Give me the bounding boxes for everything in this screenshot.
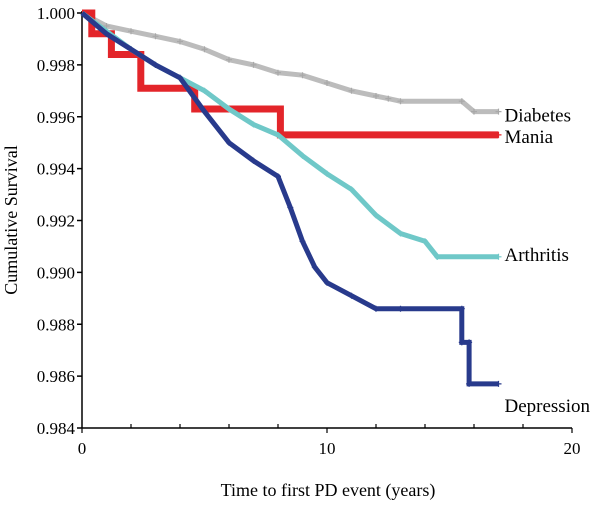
- censor-marker: [397, 230, 404, 237]
- y-tick-label: 0.998: [37, 56, 75, 75]
- y-tick-label: 0.984: [37, 419, 76, 438]
- censor-marker: [311, 264, 318, 271]
- censor-marker: [103, 23, 110, 29]
- y-tick-label: 1.000: [37, 4, 75, 23]
- censor-marker: [495, 108, 502, 115]
- series-layer: [80, 9, 502, 387]
- x-axis-title: Time to first PD event (years): [221, 480, 436, 501]
- censor-marker: [275, 69, 281, 76]
- censor-marker: [250, 121, 257, 128]
- censor-marker: [466, 339, 473, 346]
- censor-marker: [348, 186, 355, 193]
- censor-marker: [422, 238, 428, 245]
- censor-marker: [226, 106, 232, 112]
- censor-marker: [137, 85, 144, 92]
- censor-marker: [201, 108, 208, 115]
- censor-marker: [201, 46, 208, 53]
- censor-marker: [152, 33, 159, 40]
- y-tick-label: 0.994: [37, 160, 76, 179]
- censor-marker: [495, 253, 502, 260]
- y-axis-title: Cumulative Survival: [1, 145, 21, 294]
- series-line-depression: [80, 11, 499, 387]
- y-tick-label: 0.988: [37, 315, 75, 334]
- series-line-mania: [82, 9, 499, 139]
- censor-marker: [397, 98, 404, 105]
- y-tick-label: 0.996: [37, 108, 75, 127]
- censor-marker: [373, 93, 379, 99]
- censor-marker: [373, 305, 379, 312]
- censor-marker: [103, 30, 110, 37]
- censor-marker: [191, 106, 198, 112]
- censor-marker: [385, 95, 392, 102]
- censor-marker: [275, 173, 281, 180]
- x-tick-label: 0: [78, 439, 87, 458]
- censor-marker: [495, 380, 502, 387]
- censor-marker: [348, 87, 355, 94]
- censor-marker: [88, 10, 95, 16]
- censor-marker: [324, 170, 330, 177]
- x-tick-label: 20: [564, 439, 581, 458]
- censor-marker: [275, 131, 281, 138]
- censor-marker: [201, 87, 208, 94]
- x-axis-ticks: 0 10 20: [78, 424, 581, 458]
- series-diabetes: [80, 10, 502, 115]
- censor-marker: [471, 108, 477, 115]
- censor-marker: [458, 305, 465, 312]
- censor-marker: [250, 157, 257, 164]
- censor-marker: [226, 56, 232, 63]
- y-tick-label: 0.992: [37, 212, 75, 231]
- censor-marker: [466, 380, 473, 387]
- censor-marker: [287, 204, 294, 211]
- censor-marker: [458, 339, 465, 346]
- series-depression: [80, 11, 502, 387]
- censor-marker: [226, 139, 232, 146]
- censor-marker: [177, 38, 183, 45]
- series-line-diabetes: [80, 10, 499, 115]
- censor-marker: [128, 28, 134, 35]
- censor-marker: [373, 212, 379, 219]
- legend-label-mania: Mania: [505, 127, 554, 148]
- censor-marker: [495, 131, 502, 138]
- censor-marker: [299, 238, 306, 245]
- censor-marker: [277, 106, 284, 112]
- legend-label-depression: Depression: [505, 396, 591, 417]
- censor-marker: [299, 72, 306, 79]
- censor-marker: [348, 292, 355, 299]
- censor-marker: [152, 61, 159, 68]
- censor-marker: [324, 279, 330, 286]
- legend-label-diabetes: Diabetes: [505, 106, 571, 127]
- censor-marker: [458, 98, 465, 105]
- censor-marker: [250, 61, 257, 68]
- censor-marker: [177, 74, 183, 81]
- x-tick-label: 10: [319, 439, 336, 458]
- y-axis-ticks: 0.984 0.986 0.988 0.990 0.992 0.994 0.996 0.998…: [37, 4, 82, 438]
- y-tick-label: 0.990: [37, 263, 75, 282]
- censor-marker: [128, 46, 134, 53]
- censor-marker: [108, 51, 115, 58]
- censor-marker: [299, 152, 306, 159]
- censor-marker: [434, 253, 441, 260]
- y-tick-label: 0.986: [37, 367, 75, 386]
- censor-marker: [397, 305, 404, 312]
- legend-label-arthritis: Arthritis: [505, 245, 569, 266]
- censor-marker: [324, 80, 330, 86]
- censor-marker: [88, 30, 95, 37]
